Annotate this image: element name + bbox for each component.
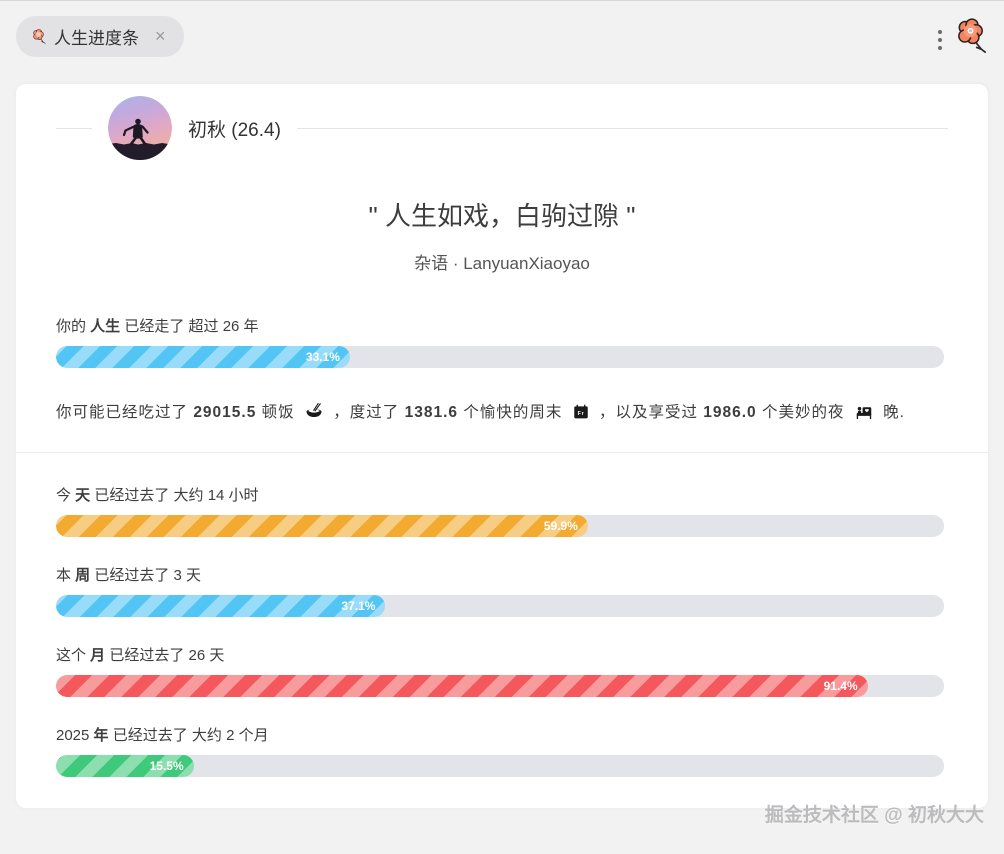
svg-text:Fr: Fr (577, 411, 584, 417)
